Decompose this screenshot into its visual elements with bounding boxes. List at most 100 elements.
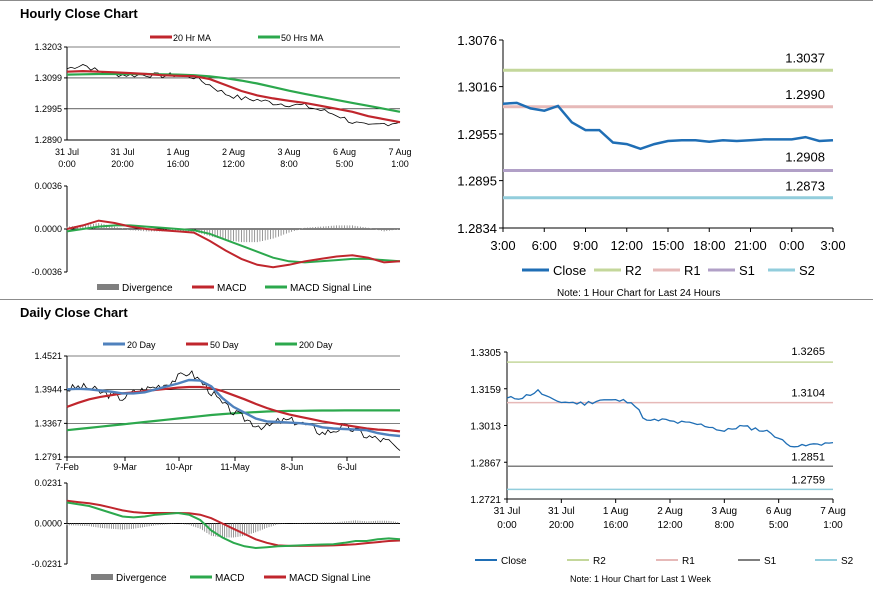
daily-macd-legend-label: MACD Signal Line [289, 573, 371, 584]
pivot24-legend-label: S1 [739, 263, 755, 278]
hourly-50ma-line [66, 72, 401, 113]
pivotweek-r2-label: 1.3265 [791, 346, 825, 358]
hourly-x-tick-label: 5:00 [336, 159, 354, 169]
pivotweek-close-line [506, 388, 834, 448]
pivot24-y-tick-label: 1.2834 [457, 221, 497, 236]
pivot24-close-line [502, 101, 834, 151]
daily-macd-legend-label: MACD [215, 573, 244, 584]
pivotweek-legend-label: S2 [841, 556, 854, 567]
hourly-macd-y-tick-label: 0.0036 [34, 181, 62, 191]
hourly-macd-legend-label: Divergence [122, 283, 173, 294]
pivot24-y-tick-label: 1.3076 [457, 33, 497, 48]
pivotweek-x-tick-label: 0:00 [497, 520, 517, 531]
daily-legend-label: 200 Day [299, 340, 333, 350]
pivotweek-x-tick-label: 20:00 [549, 520, 574, 531]
hourly-x-tick-label: 0:00 [58, 159, 76, 169]
pivotweek-y-tick-label: 1.3013 [470, 422, 501, 433]
pivot24-r2-label: 1.3037 [785, 50, 825, 65]
hourly-x-tick-label: 6 Aug [333, 147, 356, 157]
pivot24-x-tick-label: 21:00 [734, 238, 767, 253]
hourly-price-chart: 1.3203 1.3099 1.2995 1.2890 20 Hr MA 50 Hrs M… [31, 33, 411, 294]
pivot24-legend-label: Close [553, 263, 586, 278]
hourly-macd-y-tick-label: -0.0036 [31, 267, 62, 277]
middle-divider [0, 299, 873, 300]
pivot24-x-tick-label: 18:00 [693, 238, 726, 253]
hourly-macd-line [66, 219, 401, 269]
hourly-macd-legend-label: MACD [217, 283, 246, 294]
pivotweek-legend-label: R1 [682, 556, 695, 567]
pivotweek-x-tick-label: 5:00 [769, 520, 789, 531]
pivot24-x-tick-label: 0:00 [779, 238, 804, 253]
pivotweek-y-tick-label: 1.2867 [470, 458, 501, 469]
daily-x-tick-label: 6-Jul [337, 462, 357, 472]
pivotweek-legend-label: R2 [593, 556, 606, 567]
daily-20ma-line [66, 378, 401, 438]
pivotweek-x-tick-label: 8:00 [715, 520, 735, 531]
hourly-x-tick-label: 31 Jul [55, 147, 79, 157]
pivot24-x-tick-label: 9:00 [573, 238, 598, 253]
hourly-x-tick-label: 7 Aug [388, 147, 411, 157]
daily-macd-line [66, 501, 401, 550]
hourly-x-tick-label: 1 Aug [166, 147, 189, 157]
pivot24-x-tick-label: 3:00 [490, 238, 515, 253]
hourly-x-tick-label: 20:00 [111, 159, 134, 169]
hourly-macd-legend-label: MACD Signal Line [290, 283, 372, 294]
hourly-x-tick-label: 3 Aug [277, 147, 300, 157]
pivot24-x-tick-label: 12:00 [610, 238, 643, 253]
daily-x-tick-label: 8-Jun [281, 462, 304, 472]
pivotweek-x-tick-label: 6 Aug [766, 506, 792, 517]
daily-x-tick-label: 11-May [220, 462, 250, 472]
daily-macd-y-tick-label: -0.0231 [31, 559, 62, 569]
daily-x-tick-label: 10-Apr [165, 462, 192, 472]
hourly-macd-y-tick-label: 0.0000 [34, 224, 62, 234]
hourly-legend-label: 50 Hrs MA [281, 33, 324, 43]
pivotweek-x-tick-label: 7 Aug [820, 506, 846, 517]
hourly-x-tick-label: 1:00 [391, 159, 409, 169]
daily-x-tick-label: 9-Mar [113, 462, 137, 472]
daily-macd-y-tick-label: 0.0000 [34, 519, 62, 529]
pivotweek-legend-label: Close [501, 556, 527, 567]
daily-macd-legend-label: Divergence [116, 573, 167, 584]
pivot24-x-tick-label: 6:00 [532, 238, 557, 253]
hourly-x-tick-label: 12:00 [222, 159, 245, 169]
pivot24-s1-label: 1.2908 [785, 150, 825, 165]
pivot24-x-tick-label: 3:00 [820, 238, 845, 253]
pivotweek-x-tick-label: 31 Jul [494, 506, 521, 517]
pivot24-legend-label: S2 [799, 263, 815, 278]
pivotweek-x-tick-label: 3 Aug [712, 506, 738, 517]
pivot24-y-tick-label: 1.2955 [457, 127, 497, 142]
daily-price-y-tick-label: 1.4521 [34, 351, 62, 361]
daily-signal-line [66, 499, 401, 547]
hourly-x-tick-label: 16:00 [167, 159, 190, 169]
daily-legend-label: 20 Day [127, 340, 156, 350]
pivot24-y-tick-label: 1.2895 [457, 174, 497, 189]
top-divider [0, 0, 873, 1]
pivot24-y-tick-label: 1.3016 [457, 80, 497, 95]
daily-price-y-tick-label: 1.2791 [34, 452, 62, 462]
pivotweek-r1-label: 1.3104 [791, 388, 825, 400]
pivotweek-y-tick-label: 1.3305 [470, 348, 501, 359]
pivotweek-x-tick-label: 2 Aug [657, 506, 683, 517]
hourly-section-title: Hourly Close Chart [20, 6, 138, 21]
pivotweek-s1-label: 1.2851 [791, 451, 825, 463]
daily-legend-label: 50 Day [210, 340, 239, 350]
pivot-24h-note: Note: 1 Hour Chart for Last 24 Hours [557, 288, 721, 299]
pivot24-legend-label: R2 [625, 263, 642, 278]
daily-macd-y-tick-label: 0.0231 [34, 478, 62, 488]
hourly-price-y-tick-label: 1.2995 [34, 104, 62, 114]
hourly-price-y-tick-label: 1.2890 [34, 135, 62, 145]
pivot-week-note: Note: 1 Hour Chart for Last 1 Week [570, 574, 711, 584]
pivot24-r1-label: 1.2990 [785, 87, 825, 102]
hourly-price-y-tick-label: 1.3099 [34, 73, 62, 83]
pivotweek-x-tick-label: 1:00 [823, 520, 843, 531]
pivot24-legend-label: R1 [684, 263, 701, 278]
pivotweek-x-tick-label: 31 Jul [548, 506, 575, 517]
hourly-x-tick-label: 2 Aug [222, 147, 245, 157]
pivotweek-x-tick-label: 16:00 [603, 520, 628, 531]
pivot24-s2-label: 1.2873 [785, 179, 825, 194]
daily-section-title: Daily Close Chart [20, 305, 128, 320]
hourly-x-tick-label: 8:00 [280, 159, 298, 169]
pivotweek-legend-label: S1 [764, 556, 777, 567]
daily-x-tick-label: 7-Feb [55, 462, 79, 472]
hourly-price-y-tick-label: 1.3203 [34, 42, 62, 52]
